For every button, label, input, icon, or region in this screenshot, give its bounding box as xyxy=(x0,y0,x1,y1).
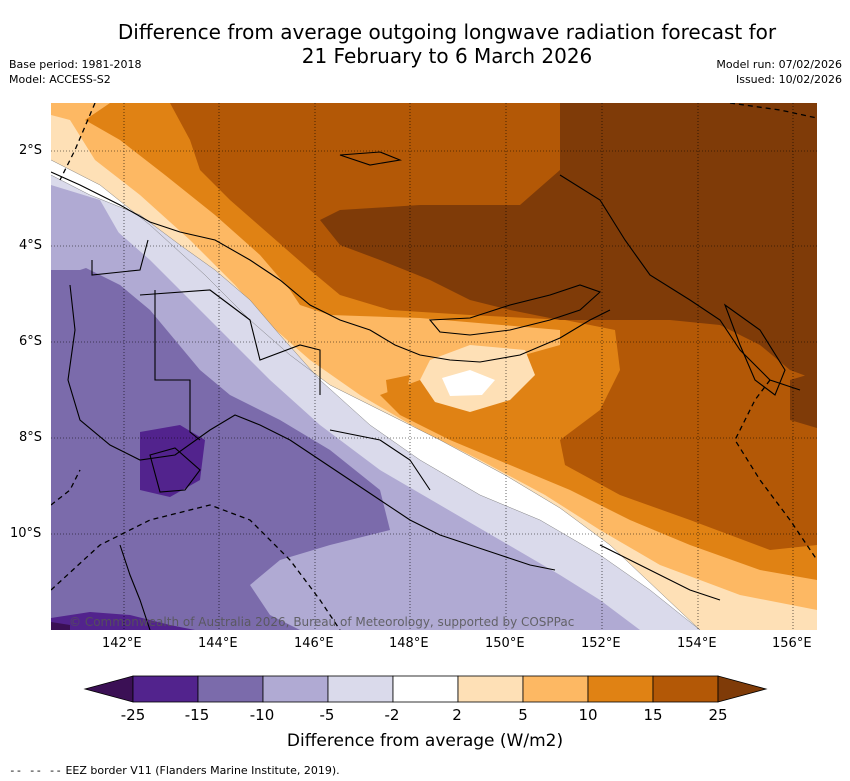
colorbar-arrow-low xyxy=(83,675,134,703)
colorbar-tick: -2 xyxy=(384,706,400,724)
colorbar-tick: -25 xyxy=(120,706,146,724)
title-line-2: 21 February to 6 March 2026 xyxy=(301,44,593,68)
colorbar-segment xyxy=(587,675,654,703)
colorbar-tick: 10 xyxy=(578,706,598,724)
lat-label-8s: 8°S xyxy=(19,430,43,445)
manus xyxy=(339,151,403,166)
title-line-1: Difference from average outgoing longwav… xyxy=(117,20,777,44)
lon-label-148e: 148°E xyxy=(389,636,429,651)
copyright-notice: © Commonwealth of Australia 2026, Bureau… xyxy=(69,615,575,629)
colorbar-segment xyxy=(652,675,719,703)
meta-right: Model run: 07/02/2026 Issued: 10/02/2026 xyxy=(716,57,842,87)
colorbar-tick: 15 xyxy=(643,706,663,724)
new-ireland xyxy=(559,174,801,391)
lat-label-6s: 6°S xyxy=(19,334,43,349)
colorbar-segment xyxy=(457,675,524,703)
colorbar-tick: -15 xyxy=(184,706,210,724)
colorbar-tick: 5 xyxy=(518,706,528,724)
colorbar-tick: -10 xyxy=(249,706,275,724)
base-period: Base period: 1981-2018 xyxy=(9,58,142,71)
lon-label-144e: 144°E xyxy=(198,636,238,651)
provincial-lines xyxy=(91,239,431,491)
legend-footnote: -- -- -- EEZ border V11 (Flanders Marine… xyxy=(9,764,340,777)
colorbar-segment xyxy=(262,675,329,703)
model-run: Model run: 07/02/2026 xyxy=(716,58,842,71)
model-name: Model: ACCESS-S2 xyxy=(9,73,111,86)
colorbar xyxy=(83,675,768,703)
anomaly-field xyxy=(51,103,817,630)
louisiade-islands xyxy=(599,544,721,601)
lat-label-2s: 2°S xyxy=(19,143,43,158)
australia-cape-york xyxy=(119,544,151,630)
colorbar-tick: 25 xyxy=(708,706,728,724)
lon-label-154e: 154°E xyxy=(677,636,717,651)
issued-date: Issued: 10/02/2026 xyxy=(735,73,842,86)
png-border xyxy=(154,290,201,441)
eez-border xyxy=(51,103,817,630)
torres-strait-islands xyxy=(149,447,201,493)
colorbar-segment xyxy=(522,675,589,703)
colorbar-segment xyxy=(327,675,394,703)
map-title: Difference from average outgoing longwav… xyxy=(0,20,850,68)
bougainville xyxy=(723,303,786,396)
lon-label-150e: 150°E xyxy=(485,636,525,651)
colorbar-segment xyxy=(392,675,459,703)
lon-label-142e: 142°E xyxy=(102,636,142,651)
graticule xyxy=(51,103,817,630)
colorbar-tick: 2 xyxy=(452,706,462,724)
lon-label-152e: 152°E xyxy=(581,636,621,651)
lat-label-10s: 10°S xyxy=(10,526,42,541)
eez-dash-sample: -- -- -- xyxy=(9,764,62,777)
eez-footnote-text: EEZ border V11 (Flanders Marine Institut… xyxy=(65,764,340,777)
new-britain xyxy=(428,284,602,336)
lat-label-4s: 4°S xyxy=(19,238,43,253)
colorbar-segment xyxy=(197,675,264,703)
new-guinea-south-coast xyxy=(67,284,556,571)
colorbar-tick: -5 xyxy=(319,706,335,724)
lon-label-156e: 156°E xyxy=(772,636,812,651)
new-guinea-north-coast xyxy=(51,171,611,363)
lon-label-146e: 146°E xyxy=(294,636,334,651)
colorbar-segment xyxy=(132,675,199,703)
meta-left: Base period: 1981-2018 Model: ACCESS-S2 xyxy=(9,57,141,87)
colorbar-arrow-high xyxy=(717,675,768,703)
colorbar-label: Difference from average (W/m2) xyxy=(286,731,564,751)
coastlines xyxy=(51,151,801,630)
